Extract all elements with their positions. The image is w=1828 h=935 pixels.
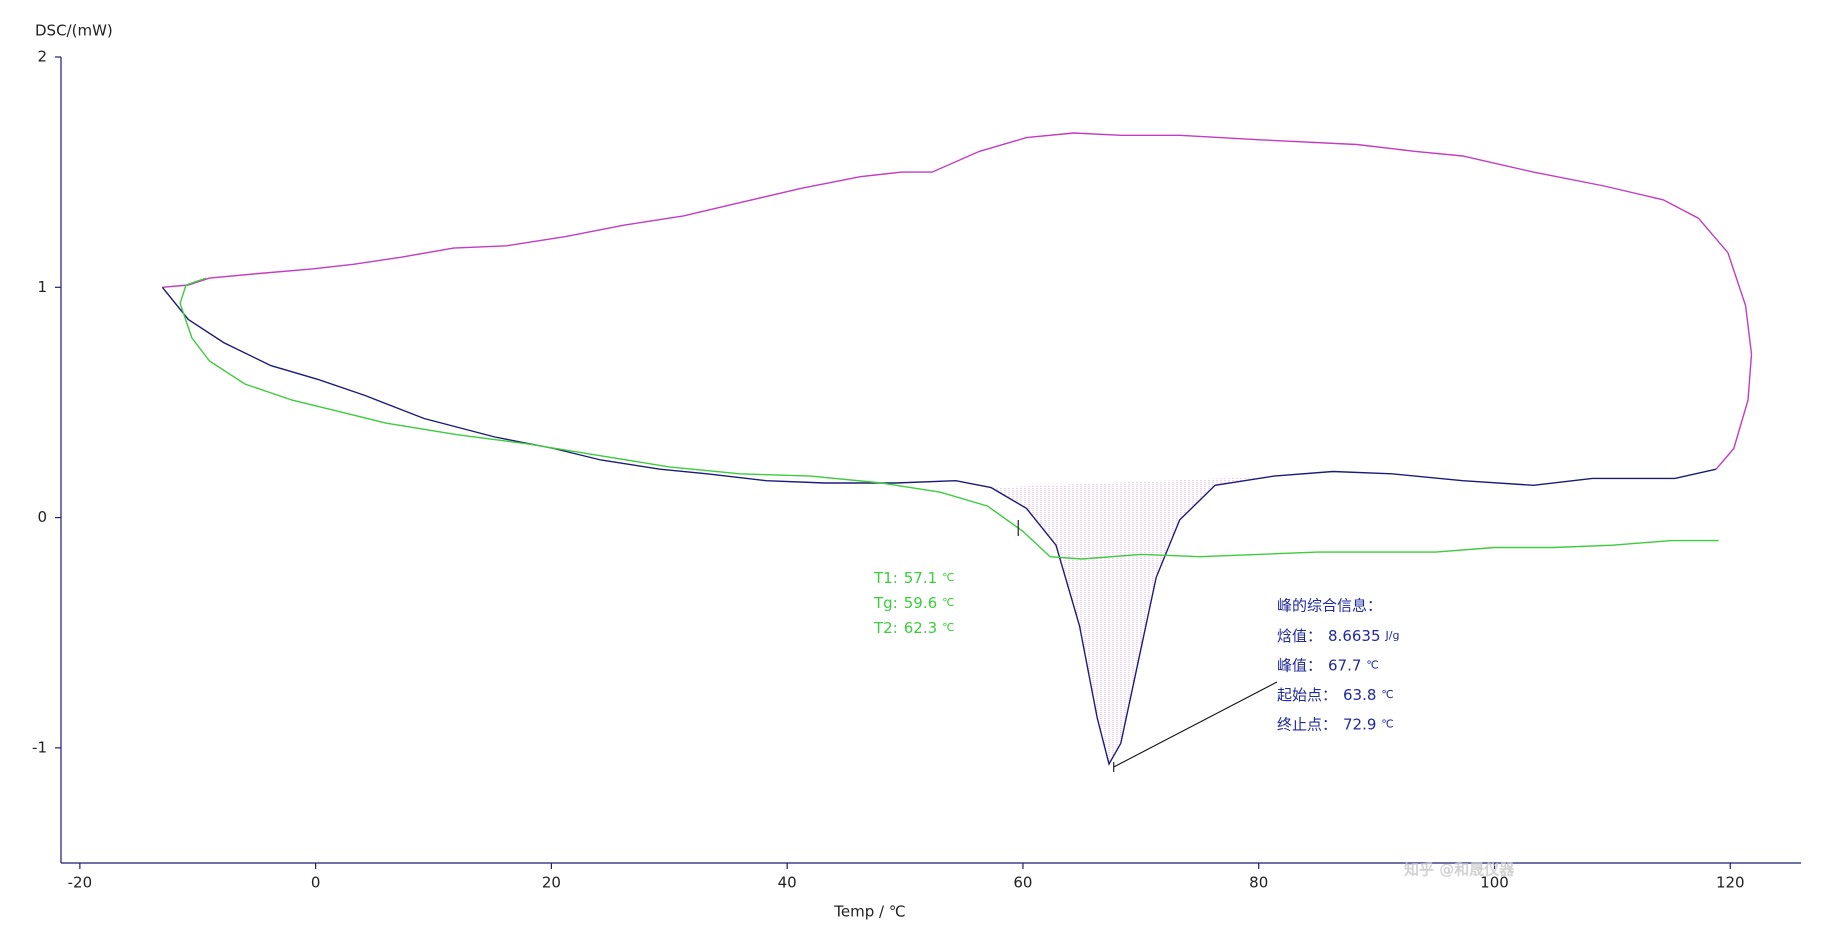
- watermark: 知乎 @和晟仪器: [1404, 861, 1515, 879]
- annotation-value: 57.1: [904, 569, 937, 587]
- peak-info-title: 峰的综合信息：: [1277, 597, 1382, 615]
- y-tick-label: 0: [37, 508, 47, 526]
- annotation-name: 峰值：: [1277, 656, 1322, 674]
- peak-leader: [1113, 681, 1278, 768]
- data-line: [162, 132, 1753, 470]
- y-tick-label: 2: [37, 48, 47, 66]
- annotation-unit: ℃: [942, 571, 954, 584]
- y-tick-label: -1: [32, 738, 47, 756]
- annotation-name: 起始点：: [1277, 686, 1337, 704]
- x-tick-label: 60: [1013, 874, 1032, 892]
- annotation-value: 59.6: [904, 594, 937, 612]
- annotation-value: 8.6635: [1328, 627, 1381, 645]
- x-tick-label: 80: [1249, 874, 1268, 892]
- tg-annotation: T1: 57.1 ℃: [873, 569, 955, 587]
- x-tick-label: 40: [778, 874, 797, 892]
- annotation-unit: ℃: [1366, 659, 1378, 672]
- peak-annotation: 终止点： 72.9 ℃: [1277, 715, 1394, 733]
- annotation-name: 终止点：: [1277, 715, 1337, 733]
- x-tick-label: 0: [311, 874, 321, 892]
- data-line: [179, 277, 1719, 560]
- peak-annotation: 起始点： 63.8 ℃: [1277, 686, 1394, 704]
- annotation-unit: ℃: [942, 596, 954, 609]
- annotation-name: Tg:: [873, 594, 898, 612]
- peak-annotation: 焓值： 8.6635 J/g: [1277, 627, 1399, 645]
- annotation-unit: ℃: [1381, 688, 1393, 701]
- annotation-unit: ℃: [1381, 718, 1393, 731]
- annotation-value: 62.3: [904, 619, 937, 637]
- annotation-value: 67.7: [1328, 656, 1361, 674]
- peak-annotation: 峰值： 67.7 ℃: [1277, 656, 1379, 674]
- data-line: [161, 286, 1717, 766]
- annotation-value: 72.9: [1343, 715, 1376, 733]
- tg-annotation: Tg: 59.6 ℃: [873, 594, 955, 612]
- x-axis-label: Temp / ℃: [833, 903, 905, 921]
- annotation-name: T2:: [873, 619, 898, 637]
- y-axis-label: DSC/(mW): [35, 22, 113, 40]
- annotation-unit: J/g: [1385, 629, 1400, 642]
- tg-annotation: T2: 62.3 ℃: [873, 619, 955, 637]
- x-tick-label: 20: [542, 874, 561, 892]
- y-tick-label: 1: [37, 278, 47, 296]
- x-tick-label: 120: [1716, 874, 1745, 892]
- annotation-unit: ℃: [942, 621, 954, 634]
- annotation-name: T1:: [873, 569, 898, 587]
- x-tick-label: 100: [1480, 874, 1509, 892]
- annotation-value: 63.8: [1343, 686, 1376, 704]
- annotation-name: 焓值：: [1277, 627, 1322, 645]
- x-tick-label: -20: [68, 874, 93, 892]
- peak-area: [991, 476, 1275, 764]
